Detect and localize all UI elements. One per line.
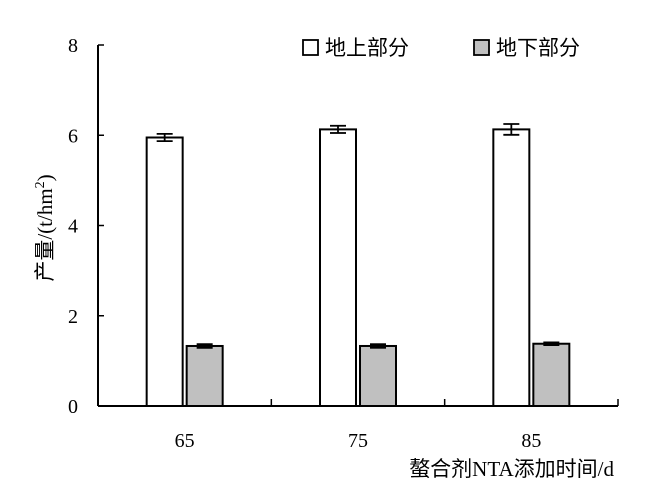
legend: 地上部分 地下部分 [302,36,580,60]
bar-below-75 [359,344,397,408]
x-ticks: 65 75 85 [175,399,619,452]
x-axis-title: 螯合剂NTA添加时间/d [409,457,614,481]
bar-above-85 [492,128,531,407]
legend-label: 地下部分 [496,36,580,60]
y-tick-label: 2 [68,306,78,328]
y-tick-label: 4 [68,216,78,238]
bar-above-65 [145,136,184,407]
error-bars-layer [156,123,560,349]
legend-swatch [473,39,490,56]
legend-swatch [302,39,319,56]
y-tick-label: 6 [68,125,78,147]
x-tick-label: 75 [348,430,368,452]
x-tick-label: 85 [521,430,541,452]
bar-below-65 [185,344,224,408]
bar-below-85 [532,342,571,408]
bar-above-75 [319,128,357,407]
y-tick-label: 0 [68,396,78,418]
bars-layer [145,128,571,408]
y-axis-title: 产量/(t/hm2) [33,174,57,281]
x-tick-label: 65 [175,430,195,452]
y-tick-label: 8 [68,35,78,57]
legend-label: 地上部分 [325,36,409,60]
y-ticks: 0 2 4 6 8 [68,35,104,418]
